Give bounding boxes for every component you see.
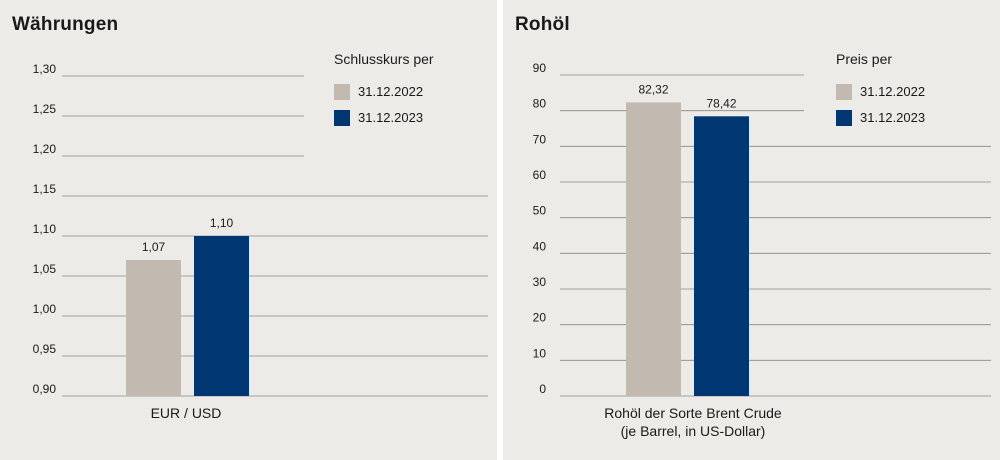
oil-chart-panel: 0 10 20 30 40 50 60 70 80 90 82,32 78,42 Rohöl der S… [503,0,1000,460]
currency-legend-title: Schlusskurs per [334,51,434,67]
oil-y-tick-label: 0 [539,382,546,396]
oil-bar-31.12.2022 [626,102,681,396]
currency-y-tick-label: 1,30 [33,62,57,76]
currency-y-tick-label: 0,95 [33,342,57,356]
currency-data-label-31.12.2022: 1,07 [142,240,166,254]
currency-bar-31.12.2023 [194,236,249,396]
oil-y-tick-label: 30 [533,275,547,289]
oil-data-label-31.12.2022: 82,32 [638,82,668,96]
oil-y-tick-label: 70 [533,132,547,146]
oil-legend-title: Preis per [836,51,893,67]
currency-chart: 0,90 0,95 1,00 1,05 1,10 1,15 1,20 1,25 1,30 1,07… [33,62,488,421]
oil-data-label-31.12.2023: 78,42 [706,96,736,110]
oil-x-category-label: Rohöl der Sorte Brent Crude [604,405,782,421]
oil-y-tick-label: 20 [533,311,547,325]
currency-y-tick-label: 1,00 [33,302,57,316]
currency-x-category-label: EUR / USD [151,405,222,421]
oil-legend-label-2022: 31.12.2022 [860,84,926,99]
currency-data-label-31.12.2023: 1,10 [210,216,234,230]
oil-y-tick-label: 50 [533,204,547,218]
currency-y-tick-label: 1,05 [33,262,57,276]
oil-legend-swatch-2023 [836,110,852,126]
oil-chart-title: Rohöl [515,14,570,35]
currency-legend-label-2023: 31.12.2023 [358,110,424,125]
currency-chart-panel: 0,90 0,95 1,00 1,05 1,10 1,15 1,20 1,25 1,30 1,07… [0,0,497,460]
currency-chart-title: Währungen [12,14,119,35]
oil-bar-31.12.2023 [694,116,749,396]
currency-bar-31.12.2022 [126,260,181,396]
oil-y-tick-label: 10 [533,346,547,360]
oil-y-tick-label: 60 [533,168,547,182]
oil-legend-swatch-2022 [836,84,852,100]
oil-y-tick-label: 40 [533,239,547,253]
currency-y-tick-label: 1,25 [33,102,57,116]
currency-legend-swatch-2023 [334,110,350,126]
currency-y-tick-label: 1,10 [33,222,57,236]
oil-chart: 0 10 20 30 40 50 60 70 80 90 82,32 78,42 Rohöl der S… [533,61,991,439]
currency-legend-label-2022: 31.12.2022 [358,84,424,99]
oil-y-tick-label: 90 [533,61,547,75]
currency-y-tick-label: 0,90 [33,382,57,396]
currency-y-tick-label: 1,15 [33,182,57,196]
oil-y-tick-label: 80 [533,97,547,111]
currency-legend-swatch-2022 [334,84,350,100]
oil-x-category-label: (je Barrel, in US-Dollar) [621,423,766,439]
oil-legend-label-2023: 31.12.2023 [860,110,926,125]
currency-y-tick-label: 1,20 [33,142,57,156]
